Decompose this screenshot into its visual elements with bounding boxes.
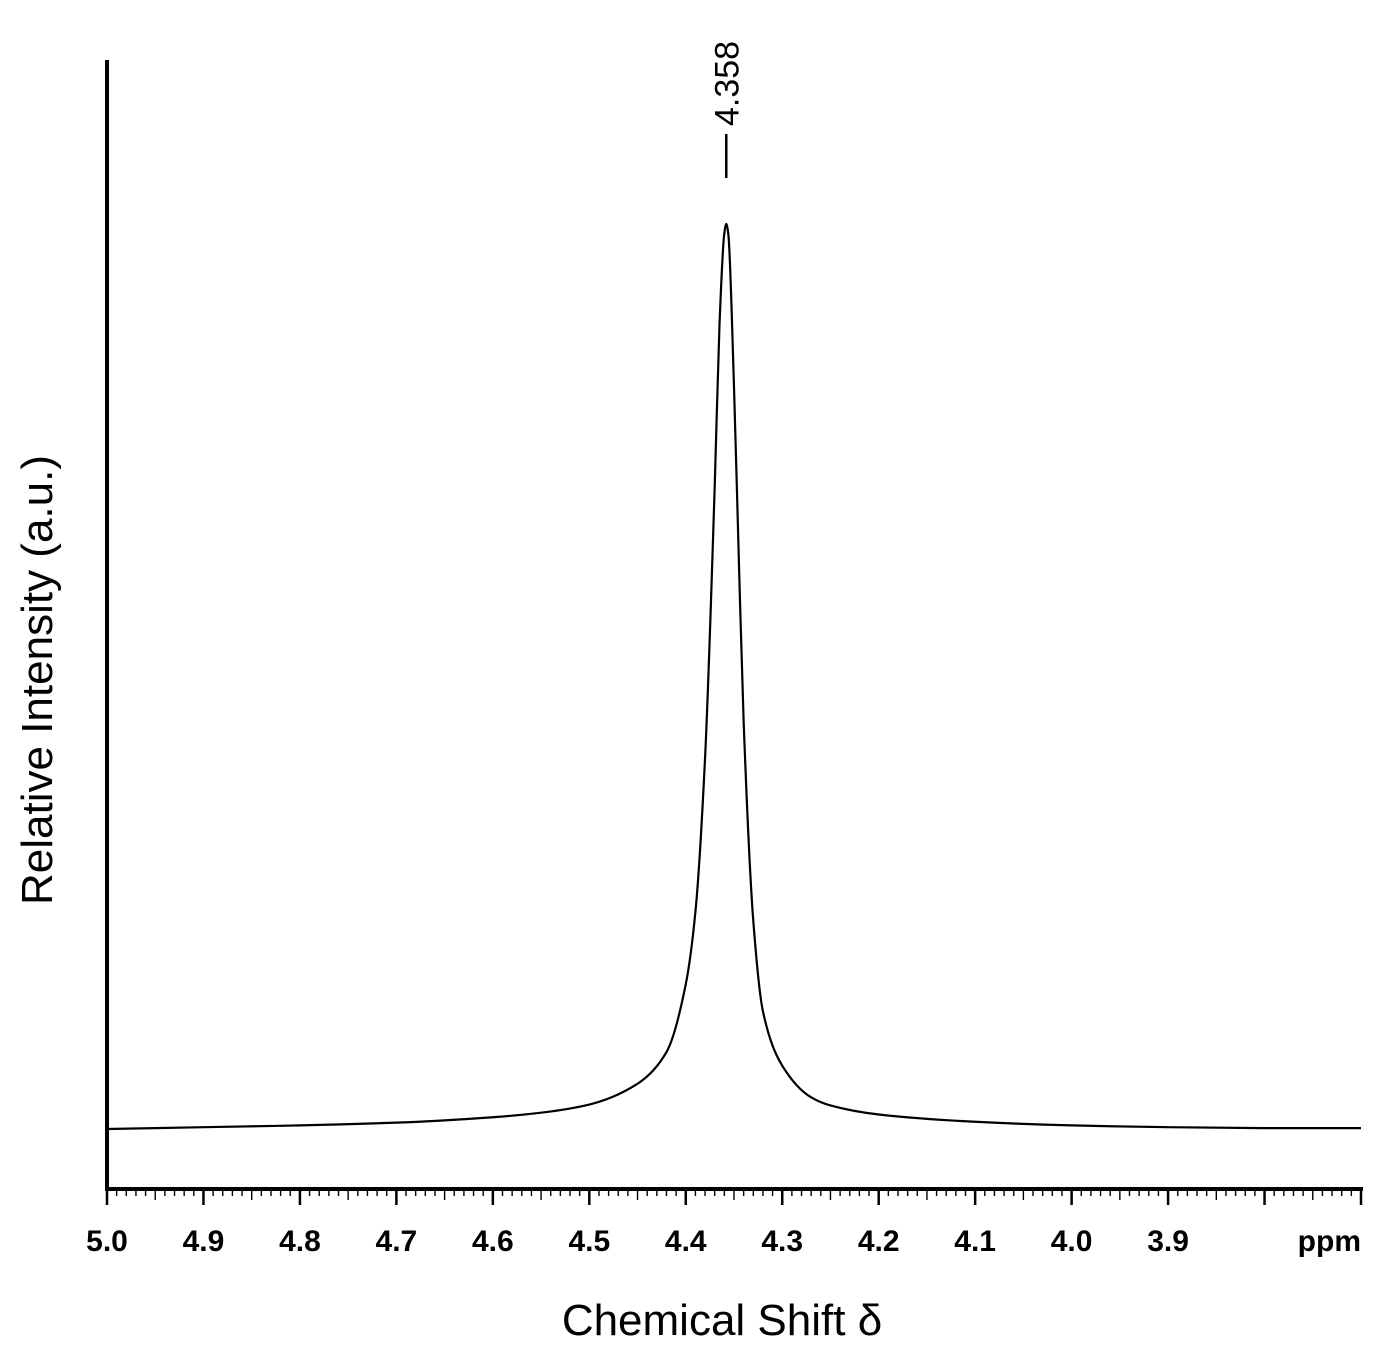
x-axis-title: Chemical Shift δ bbox=[562, 1296, 882, 1345]
peak-label: 4.358 bbox=[708, 41, 746, 126]
x-tick-label: 4.5 bbox=[568, 1225, 610, 1258]
x-tick-labels: 5.0 4.9 4.8 4.7 4.6 4.5 4.4 4.3 4.2 4.1 4.0 3.9 bbox=[86, 1225, 1189, 1258]
x-tick-label: 4.1 bbox=[954, 1225, 996, 1258]
x-tick-label: 4.3 bbox=[761, 1225, 803, 1258]
x-tick-label: 5.0 bbox=[86, 1225, 128, 1258]
x-tick-label: 4.7 bbox=[376, 1225, 418, 1258]
spectrum-line bbox=[106, 222, 1361, 1131]
x-tick-label: 4.6 bbox=[472, 1225, 514, 1258]
x-tick-label: 3.9 bbox=[1147, 1225, 1189, 1258]
x-minor-ticks bbox=[105, 1189, 1363, 1205]
x-tick-label: 4.8 bbox=[279, 1225, 321, 1258]
x-tick-label: 4.9 bbox=[183, 1225, 225, 1258]
x-tick-label: 4.0 bbox=[1051, 1225, 1093, 1258]
x-unit-label: ppm bbox=[1298, 1225, 1361, 1258]
x-tick-label: 4.2 bbox=[858, 1225, 900, 1258]
y-axis-title: Relative Intensity (a.u.) bbox=[13, 455, 62, 905]
x-tick-label: 4.4 bbox=[665, 1225, 707, 1258]
axes-layer bbox=[105, 60, 1363, 1191]
